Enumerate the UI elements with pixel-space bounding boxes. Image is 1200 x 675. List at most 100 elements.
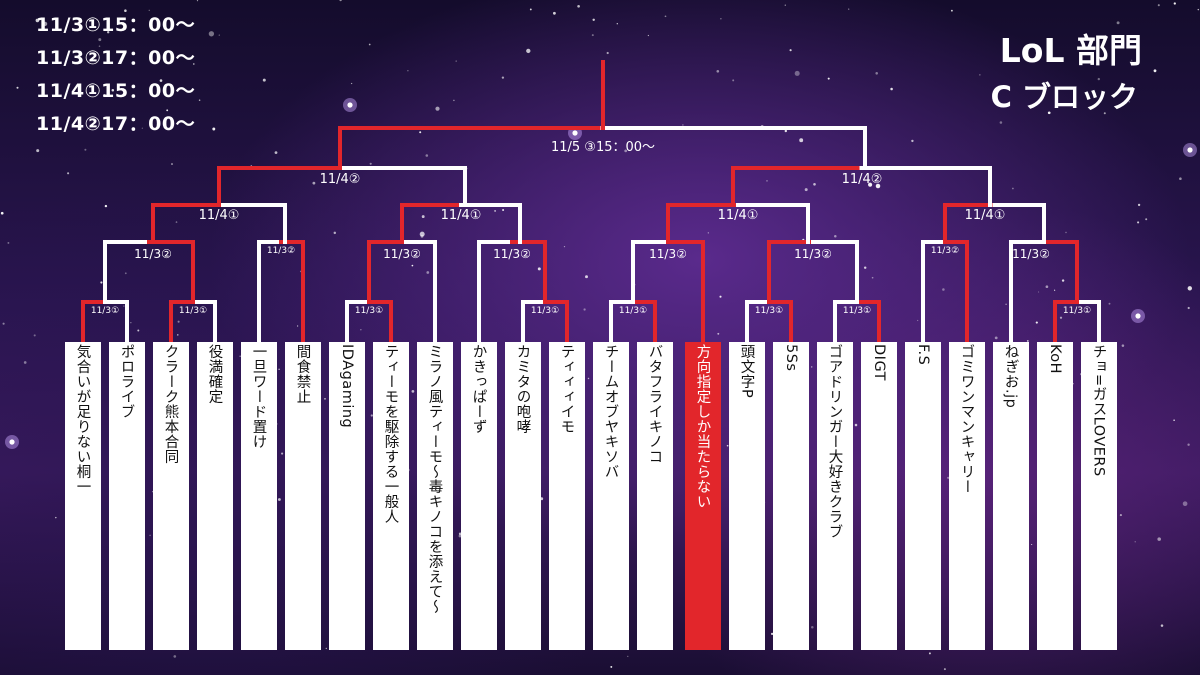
- team-card: 5Ss: [773, 342, 809, 650]
- star: [325, 647, 327, 650]
- round-label: 11/4②: [319, 172, 361, 187]
- star: [994, 336, 998, 340]
- team-name: 一旦ワード置け: [250, 344, 267, 449]
- team-card: ゴミワンマンキャリー: [949, 342, 985, 650]
- star: [1187, 443, 1190, 446]
- team-name: かきっぱーず: [470, 344, 487, 434]
- star: [35, 18, 40, 23]
- star: [123, 305, 125, 307]
- star: [811, 626, 814, 629]
- star: [100, 281, 103, 284]
- star: [526, 48, 531, 54]
- star: [1182, 501, 1188, 507]
- star: [369, 162, 372, 165]
- team-card: ティィィイモ: [549, 342, 585, 650]
- star: [794, 70, 800, 76]
- star: [425, 154, 429, 157]
- star: [552, 11, 556, 15]
- star: [1173, 419, 1175, 422]
- round-label: 11/3①: [530, 306, 560, 316]
- star: [616, 23, 618, 25]
- star: [1119, 514, 1122, 517]
- star: [854, 423, 858, 427]
- star: [141, 127, 143, 129]
- star: [1160, 624, 1164, 627]
- star: [1061, 279, 1065, 282]
- star: [149, 534, 151, 537]
- star: [563, 245, 566, 248]
- schedule-line-3: 11/4①15：00～: [36, 80, 196, 102]
- star: [834, 235, 837, 238]
- star: [1179, 177, 1182, 180]
- team-name: チームオブヤキソバ: [602, 344, 619, 479]
- star: [1187, 286, 1193, 291]
- star: [947, 476, 950, 479]
- star: [1116, 21, 1120, 25]
- star: [1026, 339, 1029, 342]
- schedule-line-4: 11/4②17：00～: [36, 113, 196, 135]
- glow-star-core: [347, 102, 353, 108]
- star: [103, 94, 106, 97]
- star: [419, 131, 422, 134]
- team-card: F.S: [905, 342, 941, 650]
- star: [585, 275, 588, 279]
- star: [368, 43, 371, 46]
- star: [111, 89, 115, 92]
- star: [1157, 537, 1161, 541]
- star: [278, 368, 280, 370]
- star: [1197, 8, 1200, 11]
- star: [871, 276, 874, 279]
- star: [848, 8, 850, 10]
- star: [950, 9, 953, 12]
- star: [1134, 541, 1136, 543]
- star: [1097, 77, 1100, 81]
- star: [312, 181, 316, 185]
- star: [1157, 4, 1160, 7]
- star: [455, 60, 457, 62]
- team-name: 間食禁止: [294, 344, 311, 404]
- team-card: 気合いが足りない桐一: [65, 342, 101, 650]
- star: [23, 361, 27, 364]
- star: [720, 18, 722, 20]
- star: [810, 366, 813, 368]
- star: [324, 398, 326, 400]
- star: [804, 188, 808, 192]
- star: [453, 99, 455, 102]
- star: [458, 532, 462, 536]
- star: [1059, 316, 1063, 319]
- star: [664, 15, 667, 18]
- team-name: 方向指定しか当たらない: [694, 344, 711, 509]
- round-label: 11/3②: [383, 247, 421, 261]
- star: [942, 288, 945, 291]
- team-card: バタフライキノコ: [637, 342, 673, 650]
- star: [262, 78, 266, 82]
- star: [175, 221, 178, 223]
- team-card: ミラノ風ティーモ～毒キノコを添えて～: [417, 342, 453, 650]
- star: [537, 267, 541, 271]
- star: [1035, 321, 1038, 324]
- round-label: 11/3②: [930, 246, 960, 256]
- star: [281, 452, 284, 455]
- star: [177, 334, 179, 336]
- star: [647, 34, 650, 37]
- star: [458, 534, 462, 538]
- team-name: ゴアドリンガー大好きクラブ: [826, 344, 843, 539]
- round-label: 11/3①: [178, 306, 208, 316]
- star: [152, 491, 154, 493]
- star: [239, 355, 241, 357]
- star: [2, 322, 5, 325]
- star: [583, 308, 586, 311]
- star: [157, 120, 161, 124]
- team-name: ミラノ風ティーモ～毒キノコを添えて～: [426, 344, 443, 614]
- star: [421, 215, 425, 219]
- star: [137, 329, 140, 332]
- star: [591, 34, 594, 37]
- star: [592, 18, 595, 22]
- star: [198, 99, 201, 101]
- star: [426, 271, 430, 274]
- team-card: カミタの咆哮: [505, 342, 541, 650]
- team-name: ゴミワンマンキャリー: [958, 344, 975, 494]
- star: [171, 163, 173, 165]
- round-label: 11/3②: [493, 247, 531, 261]
